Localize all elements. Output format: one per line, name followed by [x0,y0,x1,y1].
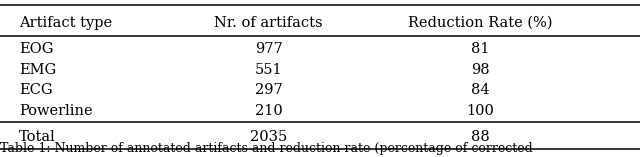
Text: Nr. of artifacts: Nr. of artifacts [214,16,323,30]
Text: 210: 210 [255,104,283,118]
Text: Artifact type: Artifact type [19,16,113,30]
Text: 297: 297 [255,83,283,97]
Text: Reduction Rate (%): Reduction Rate (%) [408,16,552,30]
Text: Powerline: Powerline [19,104,93,118]
Text: 100: 100 [466,104,494,118]
Text: 88: 88 [470,130,490,144]
Text: 977: 977 [255,42,283,56]
Text: 551: 551 [255,63,283,77]
Text: 84: 84 [470,83,490,97]
Text: 2035: 2035 [250,130,287,144]
Text: ECG: ECG [19,83,53,97]
Text: EMG: EMG [19,63,56,77]
Text: Total: Total [19,130,56,144]
Text: 98: 98 [470,63,490,77]
Text: EOG: EOG [19,42,54,56]
Text: 81: 81 [471,42,489,56]
Text: Table 1: Number of annotated artifacts and reduction rate (percentage of correct: Table 1: Number of annotated artifacts a… [0,142,532,155]
